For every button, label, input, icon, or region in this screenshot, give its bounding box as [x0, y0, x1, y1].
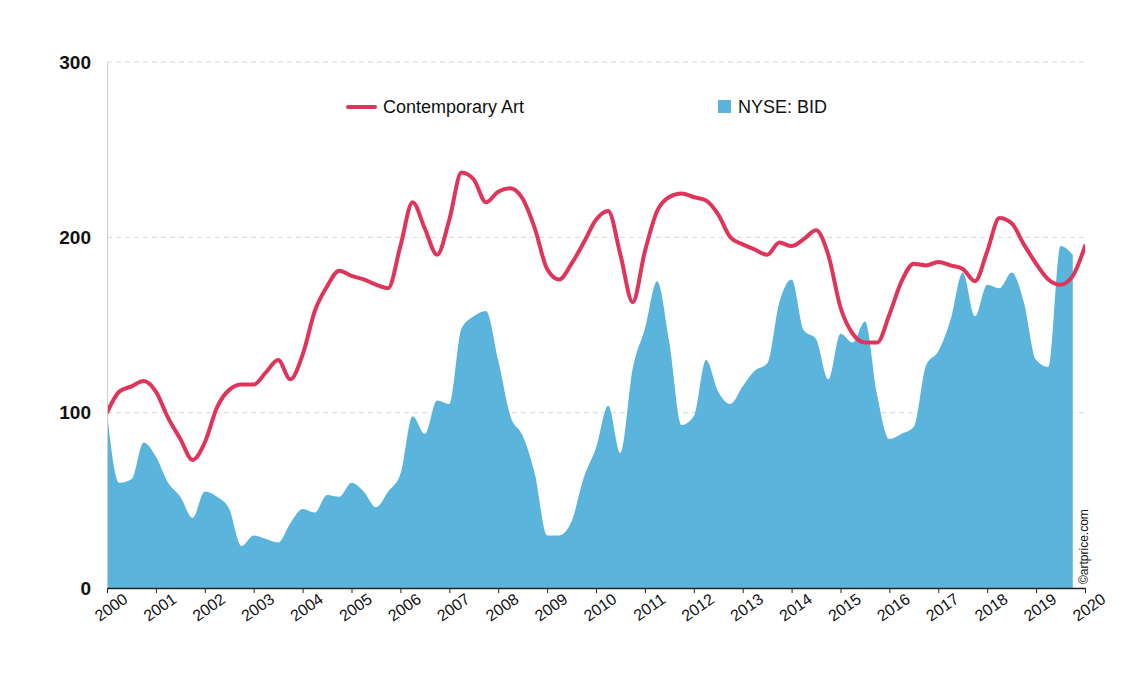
area	[107, 246, 1073, 588]
x-tick-label: 2006	[385, 590, 424, 624]
y-tick: 300	[59, 52, 107, 73]
x-tick-mark	[547, 588, 548, 593]
x-tick: 2012	[678, 588, 717, 625]
x-tick-label: 2004	[287, 590, 326, 624]
x-tick-label: 2020	[1070, 590, 1109, 624]
chart: 0100200300200020012002200320042005200620…	[0, 0, 1140, 676]
x-tick-label: 2012	[678, 590, 717, 624]
y-tick-label: 100	[59, 402, 91, 423]
x-tick-label: 2019	[1021, 590, 1060, 624]
legend-label: NYSE: BID	[738, 97, 827, 117]
x-tick-mark	[938, 588, 939, 593]
x-tick-mark	[645, 588, 646, 593]
x-tick-mark	[596, 588, 597, 593]
x-tick-label: 2003	[238, 590, 277, 624]
x-tick-mark	[1036, 588, 1037, 593]
x-tick-label: 2008	[483, 590, 522, 624]
x-axis: 2000 2001 2002 2003 2004 2005 2006 2007 2008 2009…	[92, 588, 1109, 625]
x-tick-label: 2002	[189, 590, 228, 624]
x-tick-label: 2005	[336, 590, 375, 624]
plot-area	[107, 172, 1085, 588]
x-tick-label: 2013	[727, 590, 766, 624]
legend-swatch	[348, 105, 375, 109]
x-tick: 2009	[532, 588, 571, 625]
legend-swatch	[718, 100, 731, 113]
y-tick: 200	[59, 227, 107, 248]
x-tick-label: 2009	[532, 590, 571, 624]
x-tick: 2017	[923, 588, 962, 625]
x-tick: 2001	[140, 588, 179, 625]
x-tick: 2006	[385, 588, 424, 625]
x-tick: 2007	[434, 588, 473, 625]
x-tick: 2019	[1021, 588, 1060, 625]
x-tick-label: 2017	[923, 590, 962, 624]
x-tick-mark	[156, 588, 157, 593]
x-tick: 2020	[1070, 588, 1109, 625]
x-tick: 2014	[776, 588, 815, 625]
x-tick-mark	[303, 588, 304, 593]
x-tick: 2018	[972, 588, 1011, 625]
x-tick-mark	[352, 588, 353, 593]
x-tick-label: 2007	[434, 590, 473, 624]
x-tick-mark	[400, 588, 401, 593]
x-tick: 2015	[825, 588, 864, 625]
x-tick-label: 2011	[630, 590, 668, 624]
x-tick-label: 2018	[972, 590, 1011, 624]
x-tick: 2003	[238, 588, 277, 625]
x-tick: 2000	[92, 588, 131, 625]
x-tick-label: 2015	[825, 590, 864, 624]
x-tick: 2008	[483, 588, 522, 625]
x-tick-mark	[743, 588, 744, 593]
legend-label: Contemporary Art	[383, 97, 524, 117]
grid-line	[107, 237, 1085, 238]
x-tick: 2004	[287, 588, 326, 625]
y-tick: 0	[80, 578, 107, 599]
y-tick-label: 200	[59, 227, 91, 248]
annotation: ©artprice.com	[1077, 509, 1091, 584]
x-tick: 2010	[581, 588, 620, 625]
x-tick-mark	[889, 588, 890, 593]
x-tick: 2002	[189, 588, 228, 625]
x-tick-mark	[1085, 588, 1086, 593]
legend: Contemporary Art NYSE: BID	[348, 97, 827, 117]
x-tick-mark	[205, 588, 206, 593]
x-tick-mark	[694, 588, 695, 593]
x-tick-mark	[107, 588, 108, 593]
x-tick-mark	[254, 588, 255, 593]
grid	[107, 62, 1085, 588]
x-tick: 2011	[630, 588, 668, 624]
x-tick-label: 2014	[776, 590, 815, 624]
y-axis-line	[107, 63, 108, 589]
y-tick-label: 0	[80, 578, 91, 599]
x-tick-mark	[792, 588, 793, 593]
y-tick-label: 300	[59, 52, 91, 73]
x-tick-label: 2016	[874, 590, 913, 624]
x-tick-label: 2010	[581, 590, 620, 624]
x-tick-label: 2001	[140, 590, 179, 624]
line	[107, 172, 1085, 460]
x-tick-mark	[498, 588, 499, 593]
x-tick-mark	[987, 588, 988, 593]
x-tick: 2013	[727, 588, 766, 625]
x-tick-mark	[449, 588, 450, 593]
y-tick: 100	[59, 402, 107, 423]
x-tick-mark	[841, 588, 842, 593]
x-tick: 2016	[874, 588, 913, 625]
x-tick: 2005	[336, 588, 375, 625]
grid-line	[107, 62, 1085, 63]
x-tick-label: 2000	[92, 590, 131, 624]
y-axis: 0 100 200 300	[59, 52, 107, 599]
